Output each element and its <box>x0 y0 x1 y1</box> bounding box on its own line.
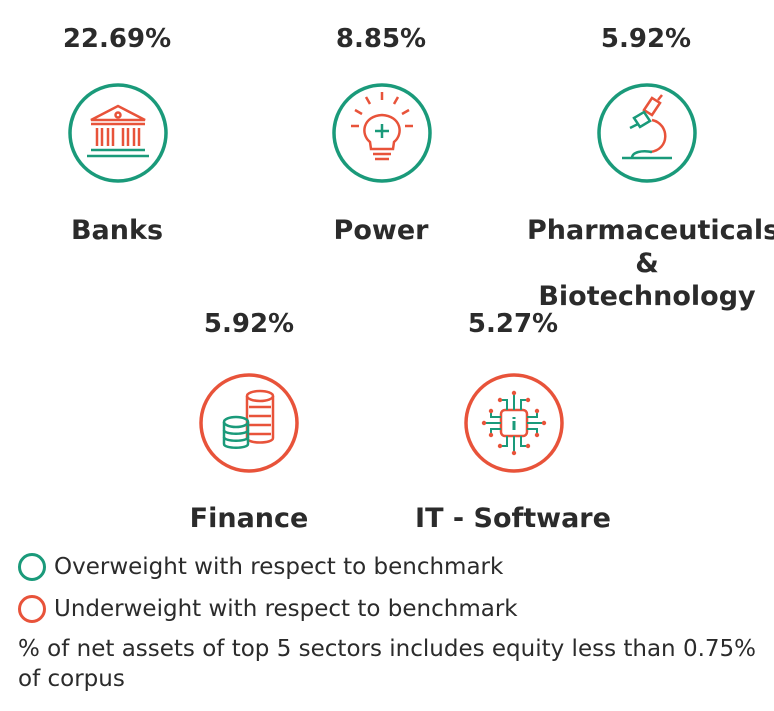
sector-name-finance: Finance <box>189 503 309 534</box>
footnote: % of net assets of top 5 sectors include… <box>18 636 757 692</box>
legend-underweight-text: Underweight with respect to benchmark <box>54 596 518 622</box>
sector-percent-pharma: 5.92% <box>600 24 692 54</box>
microscope-icon <box>597 83 697 183</box>
lightbulb-icon <box>332 83 432 183</box>
sector-percent-power: 8.85% <box>335 24 427 54</box>
sector-name-banks: Banks <box>70 215 164 246</box>
legend-overweight: Overweight with respect to benchmark <box>18 553 503 581</box>
bank-icon <box>68 83 168 183</box>
sector-percent-finance: 5.92% <box>203 309 295 339</box>
sector-name-pharma: Pharmaceuticals & Biotechnology <box>527 214 774 313</box>
chip-icon <box>464 373 564 473</box>
legend-overweight-text: Overweight with respect to benchmark <box>54 554 504 580</box>
coins-icon <box>199 373 299 473</box>
sector-name-pharma-line2: & Biotechnology <box>538 248 756 312</box>
overweight-circle-icon <box>18 553 46 581</box>
sector-name-pharma-line1: Pharmaceuticals <box>527 215 774 246</box>
sector-percent-it-software: 5.27% <box>467 309 559 339</box>
sector-percent-banks: 22.69% <box>62 24 172 54</box>
underweight-circle-icon <box>18 595 46 623</box>
sector-name-it-software: IT - Software <box>415 503 611 534</box>
sector-name-power: Power <box>333 215 429 246</box>
legend-underweight: Underweight with respect to benchmark <box>18 595 518 623</box>
